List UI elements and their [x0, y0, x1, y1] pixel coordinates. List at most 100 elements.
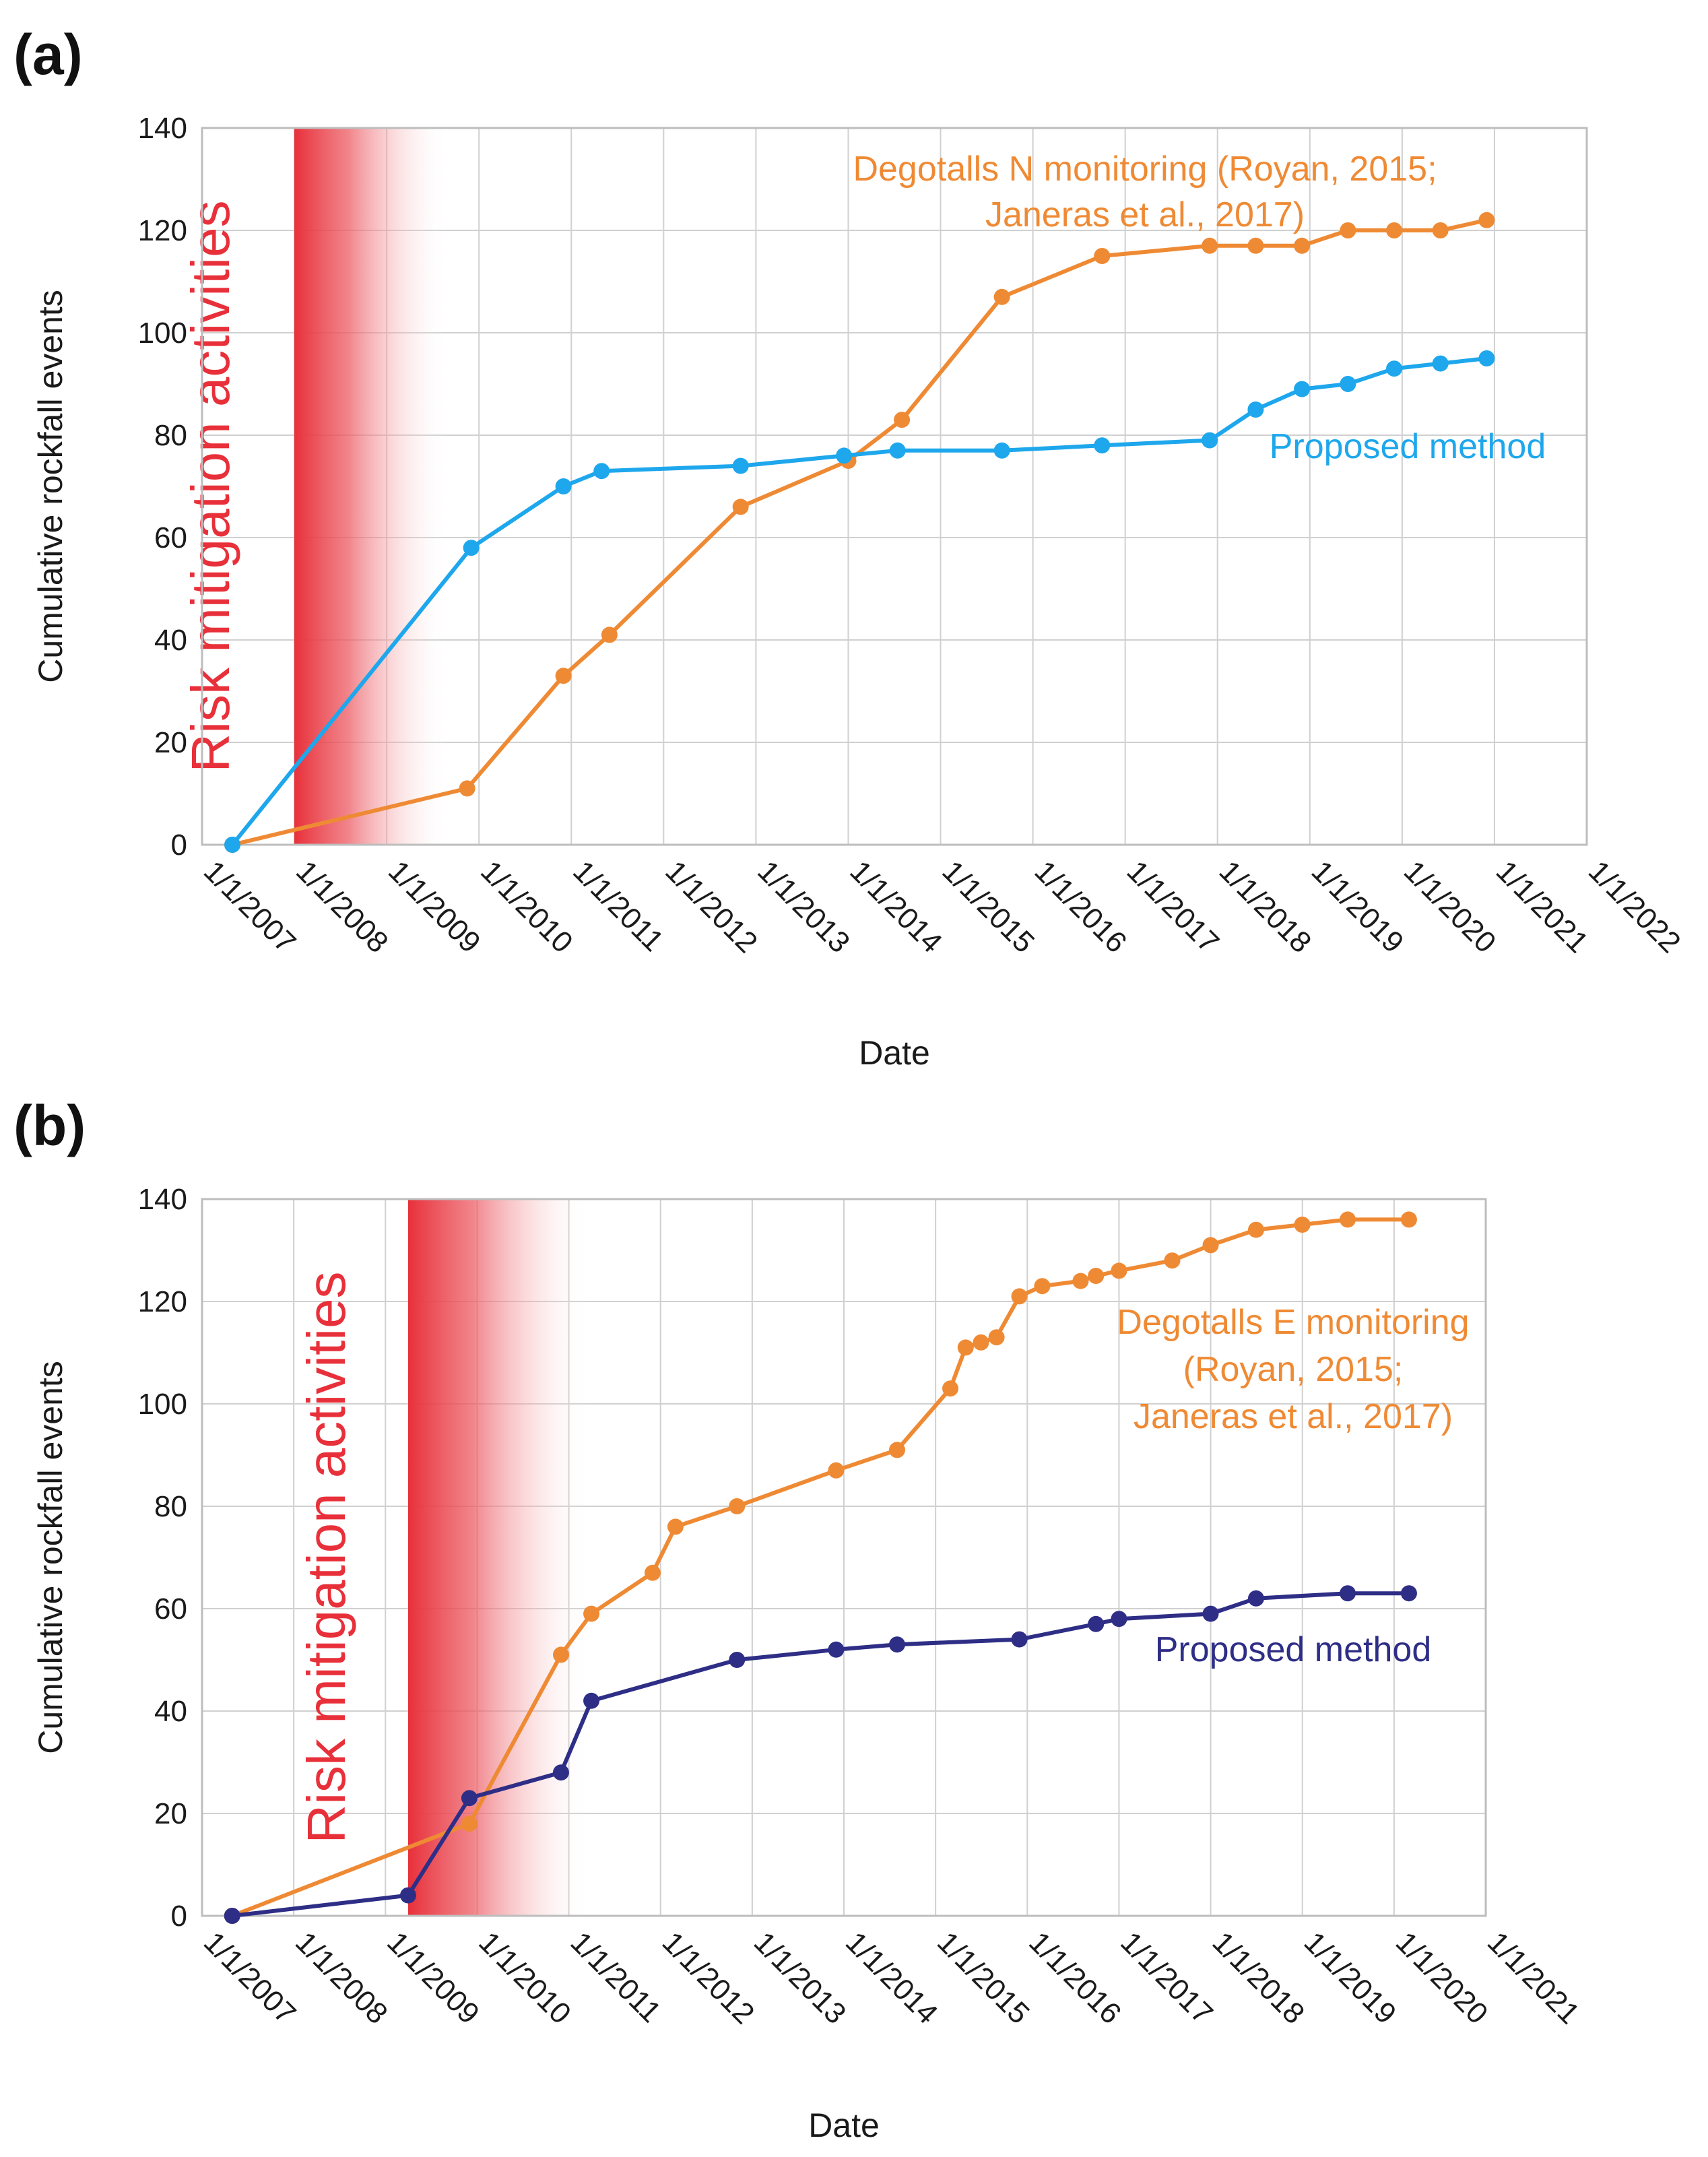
data-point — [1202, 237, 1218, 254]
data-point — [224, 837, 241, 853]
x-tick-label: 1/1/2007 — [197, 1925, 302, 2030]
data-point — [601, 626, 618, 643]
data-point — [593, 463, 610, 480]
chart-panel-a: (a)0204060801001201401/1/20071/1/20081/1… — [13, 23, 1687, 1072]
x-tick-label: 1/1/2013 — [748, 1925, 853, 2030]
x-tick-label: 1/1/2021 — [1481, 1925, 1586, 2030]
x-axis-title: Date — [808, 2106, 880, 2144]
data-point — [942, 1380, 959, 1397]
data-point — [1340, 1211, 1356, 1228]
data-point — [993, 442, 1010, 459]
y-tick-label: 120 — [138, 214, 187, 247]
y-tick-label: 0 — [171, 1900, 187, 1933]
data-point — [1072, 1273, 1089, 1289]
data-point — [555, 478, 572, 494]
y-axis-title: Cumulative rockfall events — [32, 1361, 69, 1754]
data-point — [463, 540, 480, 556]
data-point — [1294, 1217, 1311, 1233]
data-point — [988, 1329, 1005, 1346]
series-annotation: Proposed method — [1155, 1630, 1432, 1669]
x-tick-label: 1/1/2017 — [1114, 1925, 1219, 2030]
mitigation-band — [407, 1199, 592, 1916]
x-tick-label: 1/1/2014 — [839, 1925, 944, 2030]
data-point — [894, 412, 911, 428]
data-point — [1094, 437, 1111, 454]
data-point — [836, 447, 853, 464]
data-point — [1011, 1631, 1028, 1648]
data-point — [583, 1692, 600, 1709]
data-point — [1034, 1278, 1051, 1295]
data-point — [1432, 222, 1449, 238]
data-point — [1094, 248, 1111, 264]
data-point — [224, 1908, 240, 1924]
data-point — [552, 1764, 569, 1781]
data-point — [1202, 432, 1218, 449]
data-point — [1294, 381, 1311, 397]
data-point — [1340, 376, 1356, 392]
data-point — [993, 288, 1010, 305]
x-tick-label: 1/1/2020 — [1398, 854, 1503, 959]
x-axis-title: Date — [859, 1034, 930, 1072]
y-tick-label: 0 — [171, 829, 187, 862]
data-point — [1202, 1605, 1219, 1622]
x-tick-label: 1/1/2010 — [474, 854, 579, 959]
data-point — [1202, 1237, 1219, 1254]
data-point — [1088, 1615, 1105, 1632]
x-tick-label: 1/1/2009 — [382, 854, 487, 959]
series-annotation: Degotalls N monitoring (Royan, 2015; — [853, 150, 1437, 189]
series-line — [230, 356, 1487, 846]
x-tick-label: 1/1/2016 — [1022, 1925, 1127, 2030]
y-tick-label: 20 — [154, 726, 187, 759]
data-point — [1400, 1211, 1417, 1228]
x-tick-label: 1/1/2007 — [197, 854, 302, 959]
data-point — [1247, 237, 1264, 254]
x-tick-label: 1/1/2020 — [1389, 1925, 1494, 2030]
data-point — [552, 1646, 569, 1663]
y-tick-label: 60 — [154, 1592, 187, 1625]
x-tick-label: 1/1/2008 — [290, 854, 395, 959]
data-point — [1294, 237, 1311, 254]
data-point — [461, 1815, 478, 1832]
data-point — [1247, 401, 1264, 418]
x-tick-label: 1/1/2014 — [843, 854, 948, 959]
data-point — [732, 457, 749, 474]
data-point — [1432, 355, 1449, 372]
x-tick-label: 1/1/2015 — [935, 854, 1041, 959]
data-point — [828, 1462, 845, 1479]
x-tick-label: 1/1/2019 — [1298, 1925, 1403, 2030]
x-tick-label: 1/1/2018 — [1213, 854, 1318, 959]
panel-label: (a) — [13, 23, 83, 86]
data-point — [957, 1339, 974, 1356]
data-point — [729, 1652, 746, 1668]
data-point — [1340, 1585, 1356, 1602]
data-point — [889, 1636, 906, 1653]
series-annotation: Proposed method — [1270, 427, 1546, 466]
series-annotation: Degotalls E monitoring — [1117, 1303, 1469, 1342]
x-tick-label: 1/1/2016 — [1028, 854, 1134, 959]
series-line — [232, 218, 1488, 847]
chart-panel-b: (b)0204060801001201401/1/20071/1/20081/1… — [13, 1094, 1586, 2144]
x-tick-label: 1/1/2011 — [566, 854, 669, 957]
series-annotation: Janeras et al., 2017) — [1134, 1397, 1453, 1436]
data-point — [645, 1564, 661, 1581]
data-point — [1386, 360, 1403, 377]
mitigation-band-label: Risk mitigation activities — [180, 200, 240, 772]
data-point — [1340, 222, 1356, 238]
data-point — [1478, 212, 1495, 228]
x-tick-label: 1/1/2012 — [659, 854, 764, 959]
plot-frame — [201, 127, 1588, 846]
x-tick-label: 1/1/2017 — [1121, 854, 1226, 959]
series-annotation: Janeras et al., 2017) — [985, 195, 1305, 234]
data-point — [729, 1498, 746, 1514]
data-point — [555, 668, 572, 684]
data-point — [1111, 1611, 1127, 1628]
y-tick-label: 80 — [154, 419, 187, 452]
x-tick-label: 1/1/2010 — [472, 1925, 577, 2030]
data-point — [1247, 1590, 1264, 1607]
x-tick-label: 1/1/2013 — [751, 854, 856, 959]
y-tick-label: 100 — [138, 317, 187, 350]
data-point — [1400, 1585, 1417, 1602]
data-point — [732, 498, 749, 515]
x-tick-label: 1/1/2018 — [1206, 1925, 1311, 2030]
x-tick-label: 1/1/2019 — [1305, 854, 1410, 959]
